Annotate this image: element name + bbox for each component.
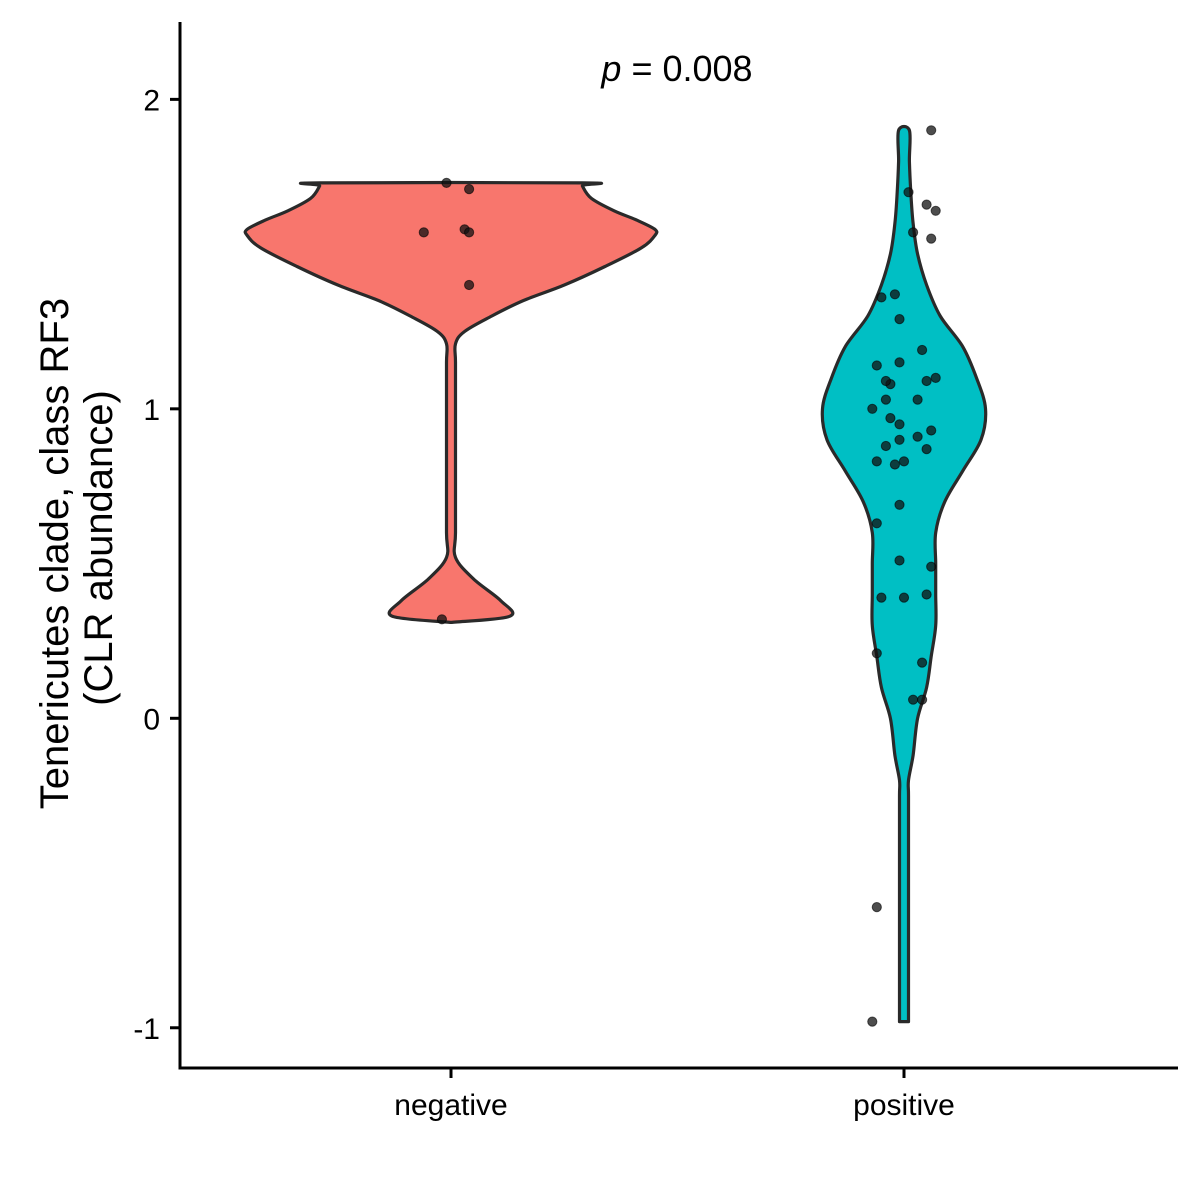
y-tick-label: 1 [143,394,160,427]
points-layer [418,125,941,1027]
data-point-negative [464,184,475,195]
data-point-positive [894,434,905,445]
y-axis-title: Tenericutes clade, class RF3 (CLR abunda… [33,287,121,809]
data-point-positive [921,375,932,387]
data-point-positive [871,360,882,371]
p-symbol: p [600,48,621,89]
data-point-positive [894,419,905,430]
data-point-positive [867,1016,878,1027]
y-axis-title-line-1: Tenericutes clade, class RF3 [33,298,77,809]
data-point-positive [889,289,901,300]
data-point-positive [894,499,905,510]
x-tick-label-positive: positive [853,1089,955,1122]
data-point-positive [894,314,905,325]
data-point-positive [930,372,941,383]
data-point-positive [898,456,910,467]
violin-positive [820,124,988,1024]
data-point-positive [880,394,892,405]
y-ticks: -1 0 1 2 [133,84,180,1046]
data-point-positive [926,125,937,136]
x-ticks: negative positive [394,1068,955,1122]
data-point-positive [917,344,928,356]
data-point-positive [921,589,932,600]
violins-layer [243,124,988,1024]
data-point-positive [898,592,910,603]
data-point-positive [921,199,932,210]
data-point-positive [908,227,919,238]
data-point-positive [871,648,882,659]
data-point-negative [464,279,475,291]
data-point-positive [876,592,887,603]
data-point-positive [926,425,937,436]
data-point-positive [889,459,901,470]
y-tick-label: 0 [143,703,160,736]
p-value-text: = 0.008 [621,48,752,89]
data-point-positive [894,555,905,566]
data-point-positive [880,440,892,452]
y-tick-label: 2 [143,84,160,117]
data-point-positive [908,694,919,705]
data-point-positive [871,518,882,529]
data-point-positive [871,456,882,467]
data-point-positive [876,292,887,303]
data-point-positive [871,902,882,913]
data-point-positive [917,694,928,705]
data-point-positive [912,431,923,442]
data-point-positive [880,375,892,387]
data-point-negative [436,614,447,625]
data-point-positive [885,413,896,424]
data-point-positive [917,657,928,668]
data-point-positive [912,394,923,405]
y-axis-title-line-2: (CLR abundance) [77,390,121,706]
y-tick-label: -1 [133,1013,160,1046]
data-point-positive [926,233,937,244]
data-point-positive [903,187,914,198]
data-point-negative [418,227,429,238]
data-point-positive [921,444,932,455]
data-point-positive [930,205,941,216]
data-point-positive [894,357,905,368]
data-point-positive [926,561,937,572]
p-value-annotation: p = 0.008 [600,48,752,89]
data-point-positive [867,403,878,414]
violin-negative [243,180,659,624]
x-tick-label-negative: negative [394,1089,507,1122]
data-point-negative [441,177,452,188]
data-point-negative [464,227,475,238]
